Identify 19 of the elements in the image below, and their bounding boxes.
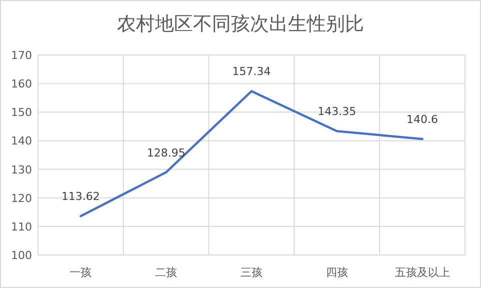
data-label: 140.6 <box>406 113 438 126</box>
y-tick-label: 110 <box>11 220 32 234</box>
y-tick-label: 130 <box>11 163 32 176</box>
x-tick-label: 五孩及以上 <box>394 266 450 279</box>
x-tick-label: 四孩 <box>326 266 348 279</box>
x-tick-label: 三孩 <box>240 266 262 279</box>
y-tick-label: 100 <box>11 249 32 262</box>
data-label: 143.35 <box>318 105 356 118</box>
x-tick-label: 一孩 <box>70 266 92 279</box>
y-tick-label: 150 <box>11 106 32 120</box>
y-tick-label: 120 <box>11 192 32 205</box>
y-tick-label: 170 <box>11 49 32 62</box>
data-label: 157.34 <box>232 65 271 78</box>
x-tick-label: 二孩 <box>155 266 178 279</box>
data-label: 128.95 <box>146 146 186 160</box>
data-label: 113.62 <box>61 190 100 204</box>
y-tick-label: 140 <box>11 134 32 148</box>
chart-title: 农村地区不同孩次出生性别比 <box>117 13 364 35</box>
y-tick-label: 160 <box>11 78 32 91</box>
